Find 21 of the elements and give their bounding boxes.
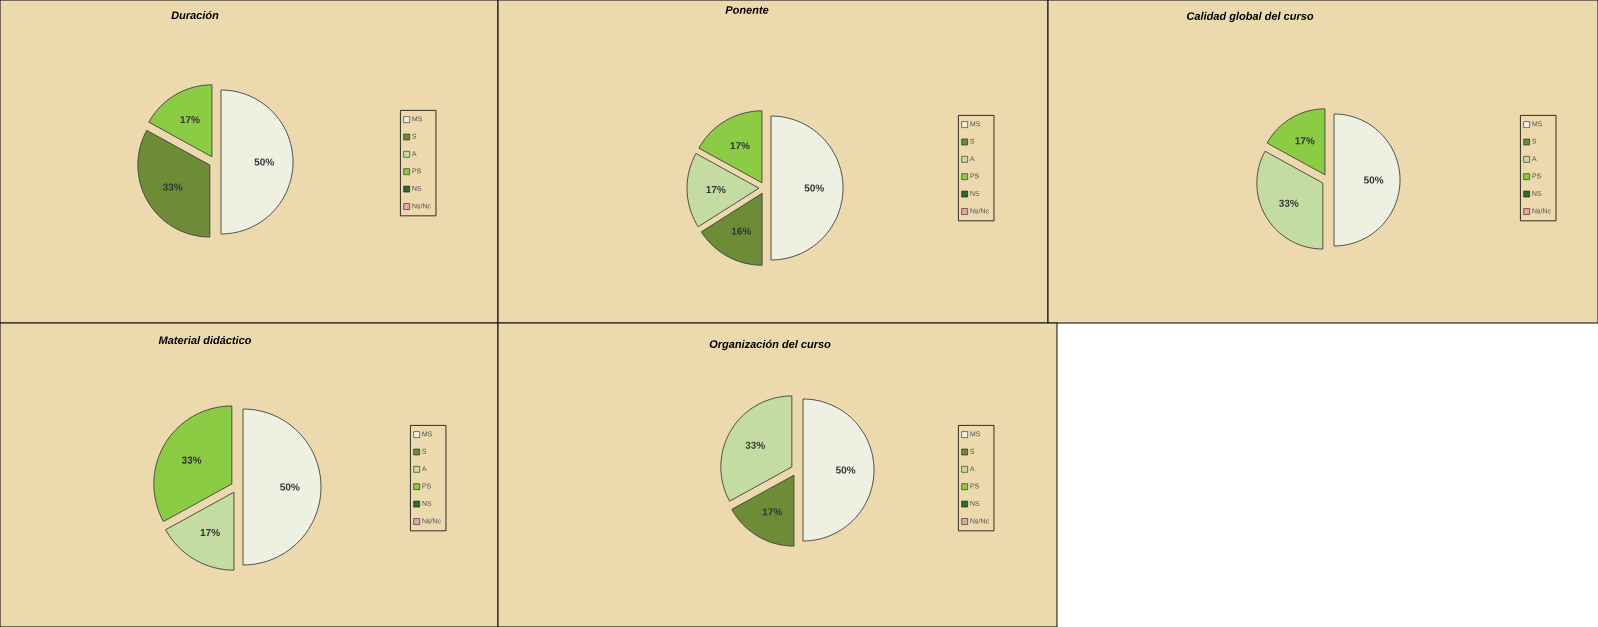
data-label: 17% (762, 508, 783, 516)
data-label: 50% (1363, 176, 1384, 184)
chart-title: Organización del curso (709, 339, 831, 351)
data-label: 50% (254, 158, 274, 166)
data-label: 33% (181, 456, 202, 464)
data-label: 17% (730, 142, 750, 150)
chart-title: Ponente (725, 6, 769, 14)
data-label: 33% (1278, 199, 1299, 207)
data-label: 17% (706, 186, 726, 194)
data-label: 50% (835, 466, 856, 474)
data-label: 50% (280, 483, 300, 491)
data-label: 17% (180, 116, 200, 124)
chart-title: Material didáctico (158, 335, 252, 345)
data-label: 16% (731, 227, 752, 235)
chart-title: Calidad global del curso (1186, 11, 1314, 23)
data-label: 50% (804, 184, 824, 192)
chart-title: Duración (171, 10, 219, 20)
data-label: 17% (1295, 137, 1315, 145)
data-label: 33% (745, 441, 765, 449)
data-label: 17% (200, 528, 220, 536)
data-label: 33% (162, 183, 183, 191)
